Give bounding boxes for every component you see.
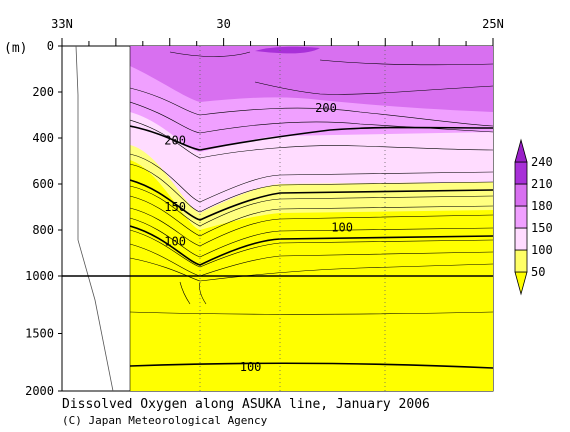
colorbar-segment [514, 227, 528, 251]
colorbar-label: 150 [531, 221, 553, 235]
colorbar-label: 100 [531, 243, 553, 257]
colorbar-segment [514, 205, 528, 229]
colorbar-label: 180 [531, 199, 553, 213]
y-tick-label: 2000 [25, 384, 54, 398]
x-tick-label: 25N [482, 17, 504, 31]
y-tick-label: 1000 [25, 269, 54, 283]
bottom-topography-line [75, 45, 114, 392]
colorbar-segment [514, 183, 528, 207]
bold-contours [130, 125, 493, 369]
colorbar-label: 50 [531, 265, 545, 279]
colorbar-label: 240 [531, 155, 553, 169]
colorbar-segment [514, 249, 528, 273]
colorbar-segment [514, 161, 528, 185]
station-ticks [61, 38, 494, 46]
chart-title: Dissolved Oxygen along ASUKA line, Janua… [62, 397, 430, 412]
depth-axis: 0 200 400 600 800 1000 1500 2000 [25, 39, 62, 398]
y-tick-label: 200 [32, 85, 54, 99]
contour-labels: 200 200 150 100 100 100 [164, 101, 353, 374]
contour-label: 100 [164, 235, 186, 249]
y-tick-label: 800 [32, 223, 54, 237]
y-tick-label: 400 [32, 131, 54, 145]
colorbar-max-arrow [514, 138, 528, 163]
contour-label: 200 [164, 133, 186, 147]
oxygen-section-plot [130, 46, 493, 391]
y-unit-label: (m) [4, 41, 27, 56]
y-tick-label: 0 [47, 39, 54, 53]
y-tick-label: 600 [32, 177, 54, 191]
latitude-axis: 33N 30 25N [51, 17, 504, 31]
band-over-240 [255, 46, 320, 54]
x-tick-label: 30 [216, 17, 230, 31]
contour-label: 100 [331, 221, 353, 235]
colorbar: 50 100 150 180 210 240 [514, 138, 553, 296]
colorbar-label: 210 [531, 177, 553, 191]
contour-label: 200 [315, 101, 337, 115]
station-lines [199, 46, 386, 391]
contour-lines [130, 51, 493, 315]
x-tick-label: 33N [51, 17, 73, 31]
chart-credit: (C) Japan Meteorological Agency [62, 414, 268, 427]
y-tick-label: 1500 [25, 327, 54, 341]
contour-label: 150 [164, 200, 186, 214]
contour-label: 100 [240, 360, 262, 374]
band-210-240 [130, 46, 493, 112]
colorbar-min-arrow [514, 271, 528, 296]
